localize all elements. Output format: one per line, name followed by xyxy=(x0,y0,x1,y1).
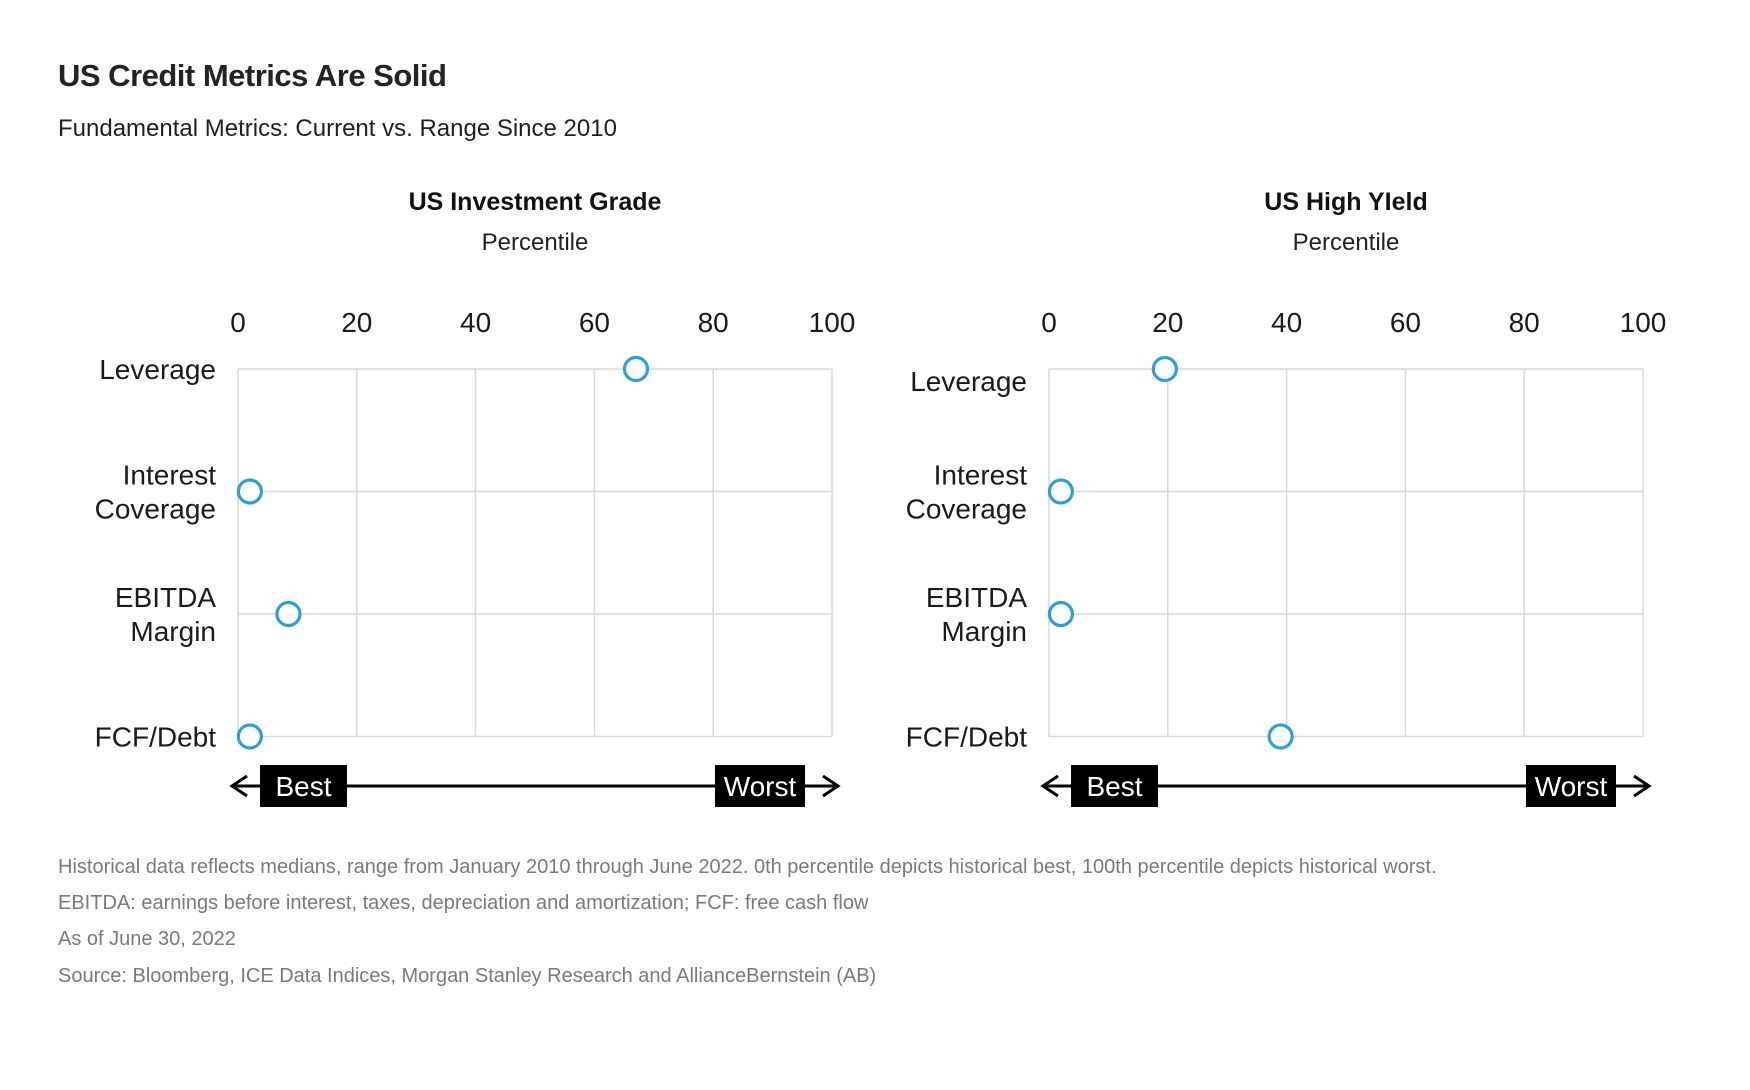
page-subtitle: Fundamental Metrics: Current vs. Range S… xyxy=(58,115,617,142)
data-point xyxy=(622,355,650,383)
category-label: EBITDA xyxy=(926,582,1027,613)
best-label: Best xyxy=(1086,771,1142,802)
data-point xyxy=(275,600,302,628)
x-tick-label: 100 xyxy=(809,307,856,338)
data-point xyxy=(1047,600,1074,628)
data-point xyxy=(1047,478,1074,505)
hy-chart-canvas: 0 20 40 60 80 100 Leverage Interest Coverage EBIT… xyxy=(851,260,1671,835)
category-label: Leverage xyxy=(910,366,1027,397)
hy-chart-axis-title: Percentile xyxy=(1292,229,1400,256)
best-label-box xyxy=(260,765,347,807)
category-label: Margin xyxy=(941,616,1027,647)
x-tick-label: 0 xyxy=(230,307,246,338)
category-label: Interest xyxy=(123,460,217,491)
best-label-box xyxy=(1071,765,1158,807)
arrow-right-icon xyxy=(1633,774,1652,798)
category-label: Interest xyxy=(934,460,1028,491)
data-point xyxy=(1151,355,1178,383)
category-label: FCF/Debt xyxy=(95,722,217,753)
category-label: Coverage xyxy=(95,494,216,525)
x-tick-label: 60 xyxy=(1390,307,1421,338)
footnote-as-of-date: As of June 30, 2022 xyxy=(58,928,236,950)
worst-label-box xyxy=(1526,765,1616,807)
category-label: FCF/Debt xyxy=(906,722,1028,753)
category-label: Coverage xyxy=(906,494,1027,525)
ig-chart-title: US Investment Grade xyxy=(408,188,662,216)
x-tick-label: 20 xyxy=(341,307,372,338)
x-tick-label: 40 xyxy=(460,307,491,338)
footnote-source: Source: Bloomberg, ICE Data Indices, Mor… xyxy=(58,965,877,987)
x-tick-label: 80 xyxy=(1509,307,1540,338)
ig-chart-canvas: 0 20 40 60 80 100 Leverage Interest Coverage EBIT… xyxy=(40,260,860,835)
hy-chart-title: US High YIeld xyxy=(1264,188,1428,216)
x-tick-label: 0 xyxy=(1041,307,1057,338)
x-tick-label: 80 xyxy=(698,307,729,338)
data-point xyxy=(1267,723,1294,750)
category-label: EBITDA xyxy=(115,582,216,613)
worst-label: Worst xyxy=(724,771,797,802)
category-label: Leverage xyxy=(99,354,216,385)
x-tick-label: 60 xyxy=(579,307,610,338)
footnote-methodology: Historical data reflects medians, range … xyxy=(58,856,1437,878)
arrow-right-icon xyxy=(822,774,841,798)
best-label: Best xyxy=(275,771,331,802)
x-tick-label: 20 xyxy=(1152,307,1183,338)
arrow-left-icon xyxy=(1040,774,1059,798)
footnote-definitions: EBITDA: earnings before interest, taxes,… xyxy=(58,892,869,914)
worst-label: Worst xyxy=(1535,771,1608,802)
category-label: Margin xyxy=(130,616,216,647)
worst-label-box xyxy=(715,765,805,807)
data-point xyxy=(236,478,263,505)
x-tick-label: 100 xyxy=(1620,307,1667,338)
data-point xyxy=(236,723,263,750)
x-tick-label: 40 xyxy=(1271,307,1302,338)
ig-chart-axis-title: Percentile xyxy=(481,229,589,256)
arrow-left-icon xyxy=(229,774,248,798)
page-title: US Credit Metrics Are Solid xyxy=(58,58,447,93)
